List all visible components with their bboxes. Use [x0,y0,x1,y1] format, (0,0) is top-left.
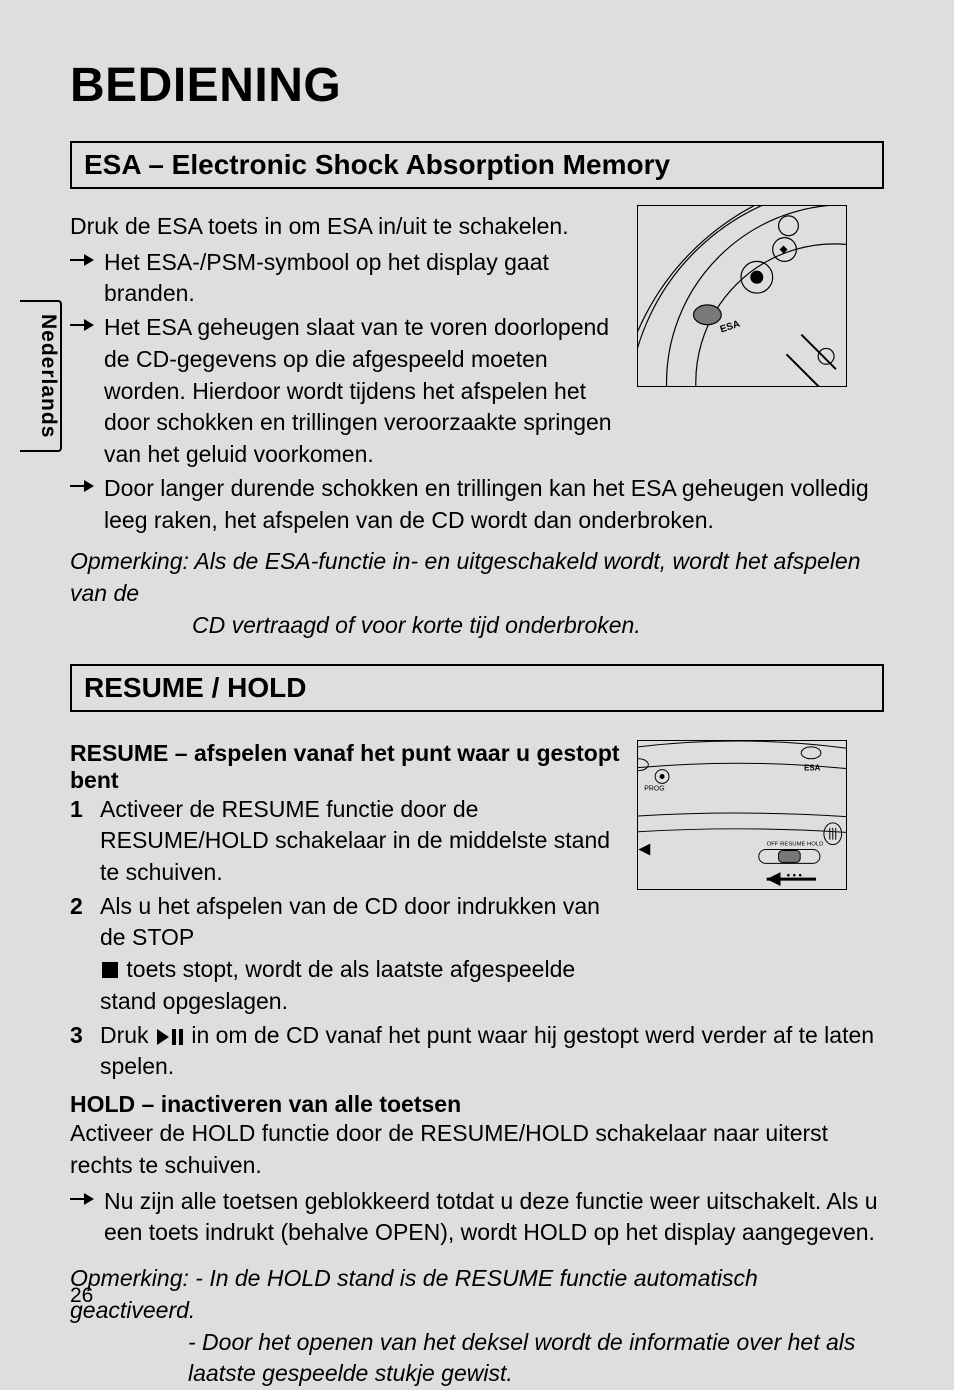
step-text: Activeer de RESUME functie door de RESUM… [100,796,610,885]
page-number: 26 [70,1284,93,1308]
list-item: 3 Druk in om de CD vanaf het punt waar h… [70,1020,884,1083]
sub-heading-hold: HOLD – inactiveren van alle toetsen [70,1091,884,1118]
sub-heading-resume: RESUME – afspelen vanaf het punt waar u … [70,740,630,794]
page-title: BEDIENING [70,58,884,113]
step-text: toets stopt, wordt de als laatste afgesp… [100,956,575,1014]
bullet-item: Het ESA geheugen slaat van te voren door… [70,312,630,471]
step-text: in om de CD vanaf het punt waar hij gest… [100,1022,874,1080]
bullet-item: Het ESA-/PSM-symbool op het display gaat… [70,247,630,310]
step-text-prefix: Druk [100,1022,155,1048]
note-text: Als de ESA-functie in- en uitgeschakeld … [70,548,861,606]
section-heading-resume-hold: RESUME / HOLD [70,664,884,712]
step-number: 2 [70,891,83,923]
figure-esa-button: ESA [637,205,847,387]
intro-text: Druk de ESA toets in om ESA in/uit te sc… [70,211,630,243]
step-text: Als u het afspelen van de CD door indruk… [100,893,600,951]
note-text: CD vertraagd of voor korte tijd onderbro… [70,610,884,642]
step-number: 3 [70,1020,83,1052]
note-hold: Opmerking: - In de HOLD stand is de RESU… [70,1263,884,1390]
step-number: 1 [70,794,83,826]
hold-text: Activeer de HOLD functie door de RESUME/… [70,1118,884,1181]
section-heading-esa: ESA – Electronic Shock Absorption Memory [70,141,884,189]
svg-text:PROG: PROG [644,785,664,792]
page: BEDIENING ESA – Electronic Shock Absorpt… [0,0,954,1390]
list-item: 1 Activeer de RESUME functie door de RES… [70,794,630,889]
svg-text:OFF RESUME HOLD: OFF RESUME HOLD [767,841,824,847]
note-label: Opmerking: [70,548,189,574]
play-pause-icon [157,1029,183,1045]
bullet-item: Nu zijn alle toetsen geblokkeerd totdat … [70,1186,884,1249]
svg-text:ESA: ESA [804,763,821,772]
note-esa: Opmerking: Als de ESA-functie in- en uit… [70,546,884,641]
stop-icon [102,962,118,978]
note-text: - Door het openen van het deksel wordt d… [70,1327,884,1390]
list-item: 2 Als u het afspelen van de CD door indr… [70,891,630,1018]
figure-resume-hold-switch: ESA PROG OFF RESUME HOLD [637,740,847,890]
svg-text:ESA: ESA [719,319,742,336]
bullet-item: Door langer durende schokken en trilling… [70,473,884,536]
